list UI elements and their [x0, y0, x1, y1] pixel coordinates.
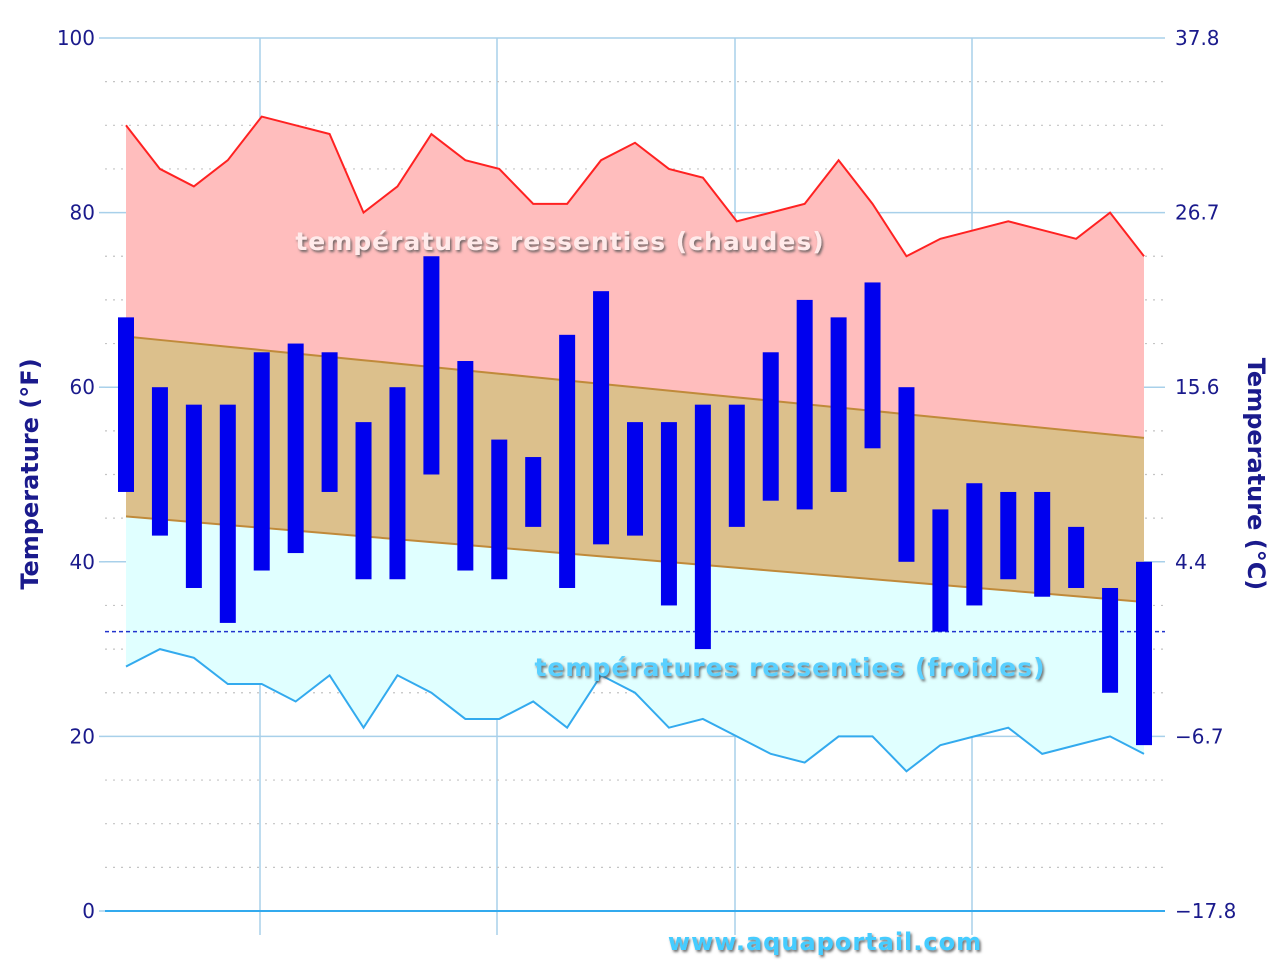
daily-range-bar: [491, 439, 508, 580]
daily-range-bar: [1102, 587, 1119, 693]
daily-range-bar: [559, 334, 576, 588]
daily-range-bar: [830, 317, 847, 492]
daily-range-bar: [355, 422, 372, 580]
daily-range-bar: [898, 387, 915, 562]
left-tick-label: 80: [70, 201, 95, 225]
left-tick-label: 60: [70, 375, 95, 399]
daily-range-bar: [253, 352, 270, 571]
cold-feels-band: [126, 516, 1144, 772]
daily-range-bar: [966, 483, 983, 606]
right-tick-label: 4.4: [1175, 550, 1207, 574]
left-tick-label: 100: [57, 26, 95, 50]
daily-range-bar: [660, 422, 677, 606]
daily-range-bar: [932, 509, 949, 632]
left-tick-label: 40: [70, 550, 95, 574]
band-labels: températures ressenties (chaudes) tempér…: [295, 227, 1045, 682]
website-watermark: www.aquaportail.com: [668, 928, 982, 956]
daily-range-bar: [694, 404, 711, 650]
daily-range-bar: [1136, 561, 1152, 746]
right-tick-label: −6.7: [1175, 724, 1224, 748]
hot-band-label: températures ressenties (chaudes): [295, 227, 824, 256]
daily-range-bar: [525, 457, 542, 527]
daily-range-bar: [423, 256, 440, 475]
right-tick-label: −17.8: [1175, 899, 1236, 923]
daily-range-bar: [796, 299, 813, 510]
daily-range-bar: [151, 387, 168, 536]
daily-range-bar: [1000, 491, 1017, 580]
daily-range-bar: [389, 387, 406, 580]
daily-range-bar: [287, 343, 304, 554]
daily-range-bar: [219, 404, 236, 623]
daily-range-bar: [762, 352, 779, 501]
daily-range-bar: [185, 404, 202, 588]
daily-range-bar: [1068, 526, 1085, 588]
axes: Temperature (°F) Temperature (°C) 0 20 40 6…: [16, 26, 1270, 923]
right-tick-label: 37.8: [1175, 26, 1220, 50]
right-tick-label: 15.6: [1175, 375, 1220, 399]
right-axis-title: Temperature (°C): [1242, 358, 1270, 591]
hot-feels-line: [125, 115, 1145, 258]
daily-range-bar: [728, 404, 745, 527]
daily-temperature-bars: [118, 256, 1152, 746]
cold-feels-line: [125, 648, 1145, 773]
daily-range-bar: [864, 282, 881, 449]
daily-range-bar: [321, 352, 338, 492]
daily-range-bar: [627, 422, 643, 536]
daily-range-bar: [118, 317, 134, 492]
daily-range-bar: [1034, 491, 1051, 597]
hot-feels-band: [126, 116, 1144, 438]
cold-band-label: températures ressenties (froides): [534, 653, 1045, 682]
left-axis-title: Temperature (°F): [16, 358, 44, 589]
daily-range-bar: [593, 291, 610, 545]
right-tick-label: 26.7: [1175, 201, 1220, 225]
daily-range-bar: [457, 361, 474, 571]
left-tick-label: 0: [82, 899, 95, 923]
left-tick-label: 20: [70, 724, 95, 748]
